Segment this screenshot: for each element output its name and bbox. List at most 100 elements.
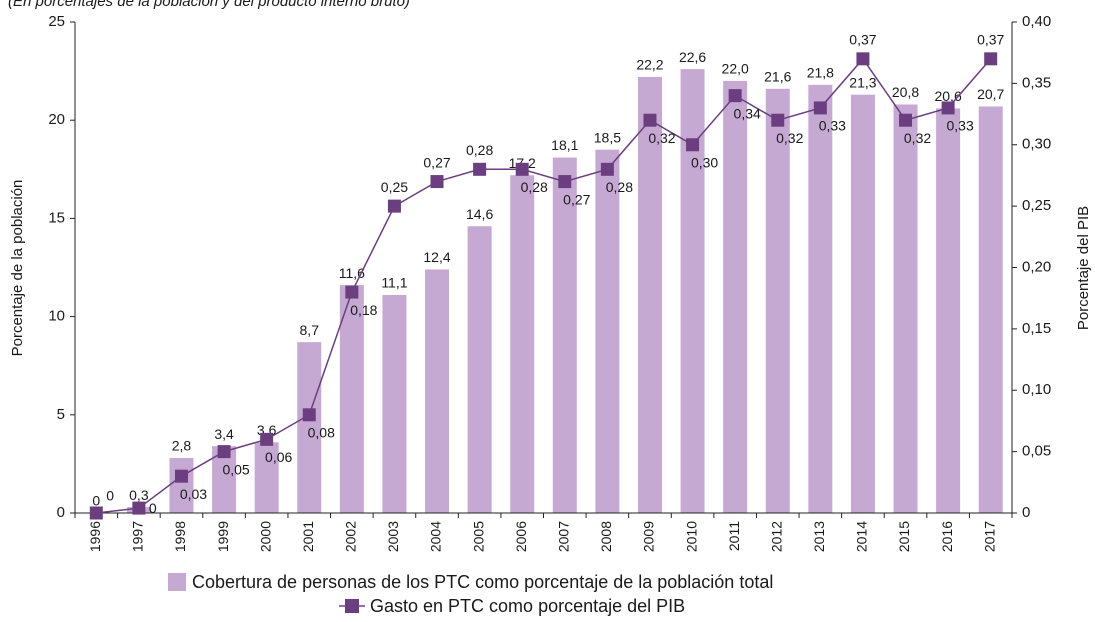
line-marker [558,175,572,189]
bar [467,226,492,514]
line-value-label: 0,28 [466,142,493,158]
x-tick-label: 1999 [215,521,231,552]
line-marker [345,285,359,299]
bar-value-label: 2,8 [172,438,192,454]
y2-tick-label: 0,40 [1022,13,1051,30]
y2-tick-label: 0,10 [1022,381,1051,398]
bar-value-label: 14,6 [466,206,493,222]
line-value-label: 0,06 [265,449,292,465]
bar [552,157,577,514]
line-marker [899,113,913,127]
y-tick-label: 10 [48,308,65,325]
line-marker [771,113,785,127]
bar-value-label: 8,7 [300,322,320,338]
line-marker [728,89,742,103]
line-marker [941,101,955,115]
bar [936,108,961,513]
bar [808,84,833,514]
y-tick-label: 0 [57,504,65,521]
line-value-label: 0,03 [180,486,207,502]
line-value-label: 0,25 [381,179,408,195]
x-tick-label: 2004 [428,521,444,552]
line-value-label: 0,37 [977,32,1004,48]
y-axis-label: Porcentaje de la población [9,180,26,357]
bar-value-label: 12,4 [423,249,450,265]
line-value-label: 0,28 [521,179,548,195]
line-marker [473,162,487,176]
bar [893,104,918,513]
x-tick-label: 2017 [981,521,997,552]
x-tick-label: 1998 [172,521,188,552]
x-tick-label: 2009 [641,521,657,552]
bar [297,342,322,513]
bar [254,442,279,513]
line-value-label: 0,33 [819,118,846,134]
line [96,57,992,514]
line-marker [217,445,231,459]
bar [850,94,875,513]
line-marker [813,101,827,115]
x-tick-label: 2006 [513,521,529,552]
x-tick-label: 2015 [896,521,912,552]
line-marker [260,432,274,446]
y-tick-label: 5 [57,406,65,423]
bar [425,269,450,513]
line-value-label: 0 [149,500,157,516]
line-marker [515,162,529,176]
line-marker [430,175,444,189]
bar-value-label: 21,3 [849,74,876,90]
x-tick-label: 1996 [87,521,103,552]
bar [978,106,1003,514]
legend-swatch [168,573,186,591]
bar-value-label: 20,7 [977,86,1004,102]
y-tick-label: 15 [48,209,65,226]
y2-tick-label: 0,05 [1022,443,1051,460]
x-tick-label: 2002 [343,521,359,552]
y2-tick-label: 0,20 [1022,258,1051,275]
bar-value-label: 0,3 [129,487,149,503]
bar [382,294,407,513]
bar-value-label: 22,0 [722,61,749,77]
line-marker [600,162,614,176]
bar-value-label: 20,8 [892,84,919,100]
x-tick-label: 1997 [130,521,146,552]
legend-label: Gasto en PTC como porcentaje del PIB [370,596,685,616]
y2-tick-label: 0,30 [1022,136,1051,153]
line-marker [387,199,401,213]
y2-axis-label: Porcentaje del PIB [1075,206,1092,330]
line-marker [856,52,870,66]
line-value-label: 0,33 [946,118,973,134]
x-tick-label: 2000 [257,521,273,552]
x-tick-label: 2008 [598,521,614,552]
x-tick-label: 2001 [300,521,316,552]
line-value-label: 0,05 [222,461,249,477]
line-value-label: 0,37 [849,32,876,48]
line-value-label: 0,27 [563,191,590,207]
bar [765,88,790,513]
legend-marker [345,599,359,613]
bar-value-label: 18,5 [594,129,621,145]
x-tick-label: 2012 [768,521,784,552]
chart-subtitle: (En porcentajes de la población y del pr… [8,0,410,10]
line-value-label: 0,28 [606,179,633,195]
line-marker [132,501,146,515]
bar-value-label: 3,4 [214,426,234,442]
y2-tick-label: 0,15 [1022,320,1051,337]
line-value-label: 0,32 [648,130,675,146]
line-value-label: 0 [106,488,114,504]
x-tick-label: 2007 [555,521,571,552]
bar [169,458,194,513]
bar-value-label: 22,2 [636,57,663,73]
line-value-label: 0,27 [423,154,450,170]
x-tick-label: 2014 [854,521,870,552]
bar [510,175,535,513]
legend-label: Cobertura de personas de los PTC como po… [192,572,773,592]
x-tick-label: 2016 [939,521,955,552]
line-value-label: 0,18 [350,302,377,318]
line-marker [686,138,700,152]
line-marker [89,506,103,520]
bar-value-label: 22,6 [679,49,706,65]
bar [723,80,748,514]
line-value-label: 0,34 [734,105,761,121]
